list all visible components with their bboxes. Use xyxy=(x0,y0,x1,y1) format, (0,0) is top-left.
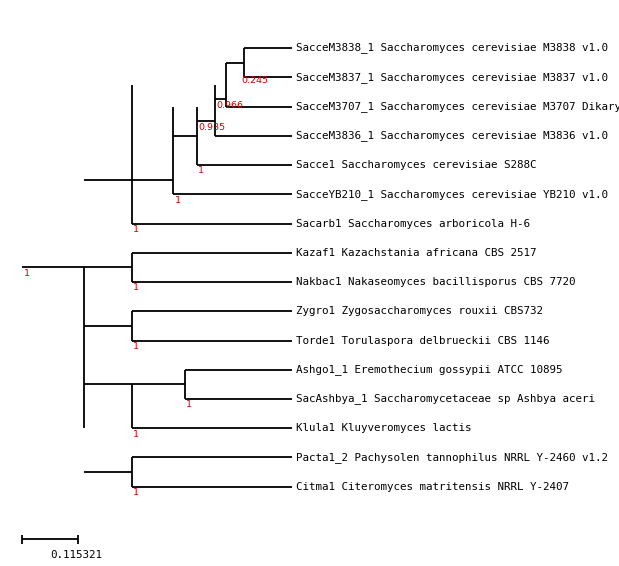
Text: 1: 1 xyxy=(186,401,193,409)
Text: 1: 1 xyxy=(133,225,139,234)
Text: SacAshbya_1 Saccharomycetaceae sp Ashbya aceri: SacAshbya_1 Saccharomycetaceae sp Ashbya… xyxy=(296,393,595,405)
Text: Pacta1_2 Pachysolen tannophilus NRRL Y-2460 v1.2: Pacta1_2 Pachysolen tannophilus NRRL Y-2… xyxy=(296,452,608,463)
Text: 0.935: 0.935 xyxy=(198,123,225,132)
Text: Kazaf1 Kazachstania africana CBS 2517: Kazaf1 Kazachstania africana CBS 2517 xyxy=(296,248,537,258)
Text: 1: 1 xyxy=(133,284,139,293)
Text: Citma1 Citeromyces matritensis NRRL Y-2407: Citma1 Citeromyces matritensis NRRL Y-24… xyxy=(296,482,569,492)
Text: SacceM3837_1 Saccharomyces cerevisiae M3837 v1.0: SacceM3837_1 Saccharomyces cerevisiae M3… xyxy=(296,72,608,83)
Text: Sacarb1 Saccharomyces arboricola H-6: Sacarb1 Saccharomyces arboricola H-6 xyxy=(296,218,530,229)
Text: Torde1 Torulaspora delbrueckii CBS 1146: Torde1 Torulaspora delbrueckii CBS 1146 xyxy=(296,336,550,345)
Text: Ashgo1_1 Eremothecium gossypii ATCC 10895: Ashgo1_1 Eremothecium gossypii ATCC 1089… xyxy=(296,365,563,375)
Text: Sacce1 Saccharomyces cerevisiae S288C: Sacce1 Saccharomyces cerevisiae S288C xyxy=(296,160,537,170)
Text: 0.115321: 0.115321 xyxy=(50,550,102,560)
Text: Klula1 Kluyveromyces lactis: Klula1 Kluyveromyces lactis xyxy=(296,423,472,433)
Text: 1: 1 xyxy=(133,488,139,497)
Text: 0.966: 0.966 xyxy=(216,101,243,110)
Text: Zygro1 Zygosaccharomyces rouxii CBS732: Zygro1 Zygosaccharomyces rouxii CBS732 xyxy=(296,306,543,316)
Text: SacceYB210_1 Saccharomyces cerevisiae YB210 v1.0: SacceYB210_1 Saccharomyces cerevisiae YB… xyxy=(296,189,608,200)
Text: 1: 1 xyxy=(133,342,139,351)
Text: 0.245: 0.245 xyxy=(241,76,268,85)
Text: 1: 1 xyxy=(175,196,181,205)
Text: 1: 1 xyxy=(24,269,30,278)
Text: SacceM3836_1 Saccharomyces cerevisiae M3836 v1.0: SacceM3836_1 Saccharomyces cerevisiae M3… xyxy=(296,130,608,142)
Text: 1: 1 xyxy=(198,166,204,175)
Text: SacceM3838_1 Saccharomyces cerevisiae M3838 v1.0: SacceM3838_1 Saccharomyces cerevisiae M3… xyxy=(296,42,608,54)
Text: 1: 1 xyxy=(133,430,139,439)
Text: Nakbac1 Nakaseomyces bacillisporus CBS 7720: Nakbac1 Nakaseomyces bacillisporus CBS 7… xyxy=(296,277,576,287)
Text: SacceM3707_1 Saccharomyces cerevisiae M3707 Dikaryon: SacceM3707_1 Saccharomyces cerevisiae M3… xyxy=(296,101,619,112)
